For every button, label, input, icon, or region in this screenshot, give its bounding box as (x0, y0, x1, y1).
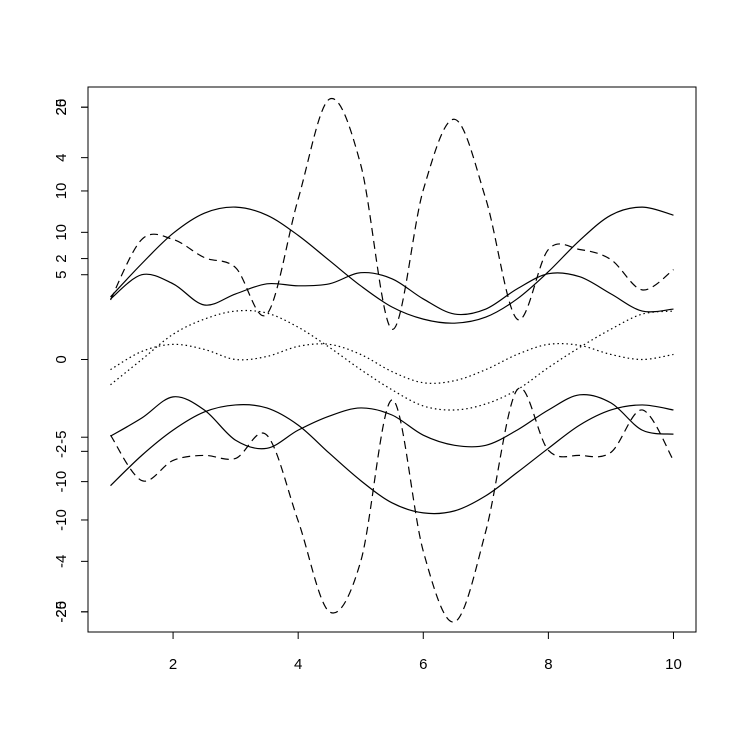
y-tick-label: 10 (53, 183, 70, 200)
y-tick-label: -25 (53, 601, 70, 623)
x-tick-label: 4 (294, 656, 302, 673)
series-line (110, 404, 674, 515)
y-tick-label: 10 (53, 224, 70, 241)
series-line (110, 387, 674, 623)
y-tick-label: -5 (53, 431, 70, 444)
series-line (110, 342, 674, 384)
x-tick-label: 2 (169, 656, 177, 673)
y-tick-label: 20 (53, 99, 70, 116)
series-line (110, 393, 674, 450)
y-tick-label: 25 (53, 99, 70, 116)
x-tick-label: 10 (665, 656, 682, 673)
series-line (109, 97, 674, 330)
x-tick-label: 8 (544, 656, 552, 673)
y-tick-label: 2 (53, 254, 70, 262)
y-tick-label: -4 (53, 555, 70, 568)
plot-frame (87, 86, 697, 633)
y-tick-label: 4 (53, 153, 70, 161)
y-tick-label: 5 (53, 271, 70, 279)
y-tick-label: -2 (53, 445, 70, 458)
y-tick-label: 0 (53, 355, 70, 363)
series-line (110, 271, 674, 316)
x-tick-label: 6 (419, 656, 427, 673)
y-tick-label: -10 (53, 471, 70, 493)
y-tick-label: -20 (53, 601, 70, 623)
y-tick-label: -10 (53, 509, 70, 531)
series-line (110, 206, 674, 324)
